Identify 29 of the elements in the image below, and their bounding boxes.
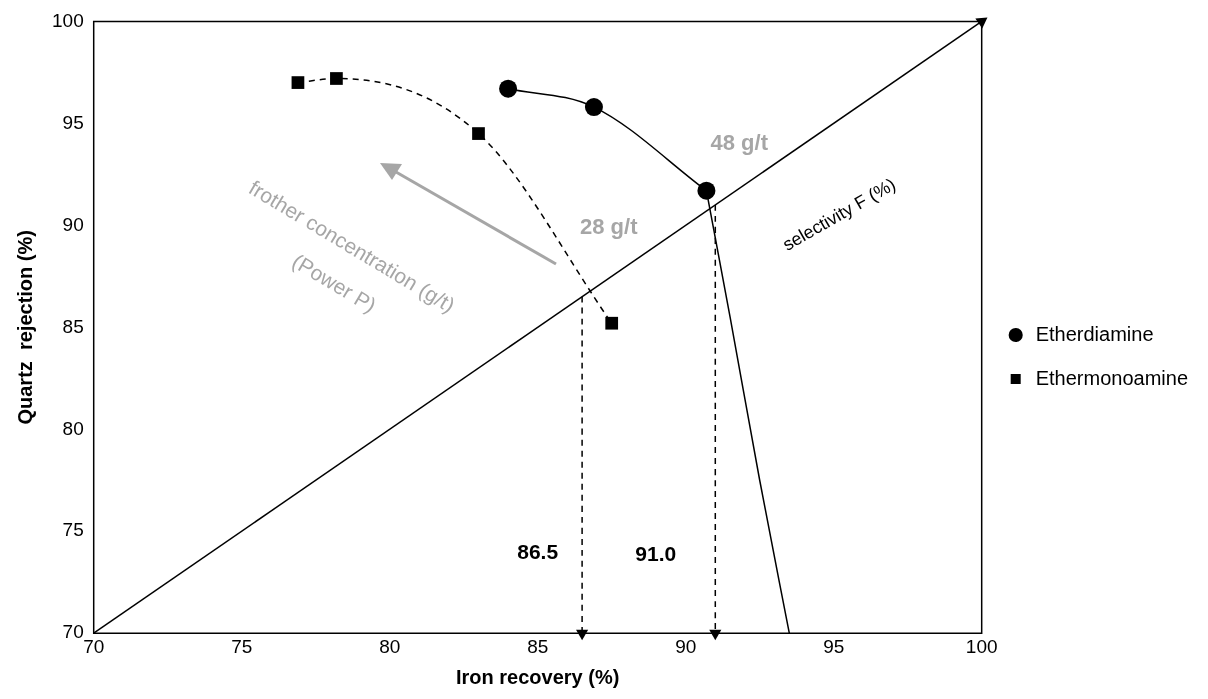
point [584, 98, 603, 117]
y-tick-label: 80 [62, 417, 84, 439]
point [697, 181, 716, 200]
y-tick-label: 95 [62, 111, 84, 133]
y-tick-label: 75 [62, 519, 84, 541]
y-tick-label: 90 [62, 213, 84, 235]
legend-label: Ethermonoamine [1035, 366, 1189, 389]
point [605, 316, 619, 330]
annotation: 48 g/t [710, 129, 769, 155]
x-tick-label: 95 [823, 635, 845, 657]
x-axis-title: Iron recovery (%) [456, 665, 620, 688]
x-tick-label: 85 [527, 635, 549, 657]
point [291, 76, 305, 89]
point [330, 72, 343, 85]
annotation: 28 g/t [580, 213, 639, 239]
point [472, 127, 485, 140]
point [499, 79, 518, 98]
y-tick-label: 85 [62, 315, 84, 337]
x-tick-label: 100 [965, 635, 998, 657]
annotation: 91.0 [635, 542, 677, 566]
annotation: 86.5 [517, 540, 559, 564]
legend-label: Etherdiamine [1035, 322, 1154, 345]
y-tick-label: 70 [62, 621, 84, 643]
y-axis-title: Quartz rejection (%) [13, 230, 36, 425]
x-tick-label: 70 [83, 635, 105, 657]
x-tick-label: 75 [231, 635, 253, 657]
y-tick-label: 100 [52, 9, 84, 31]
x-tick-label: 80 [379, 635, 401, 657]
x-tick-label: 90 [675, 635, 697, 657]
